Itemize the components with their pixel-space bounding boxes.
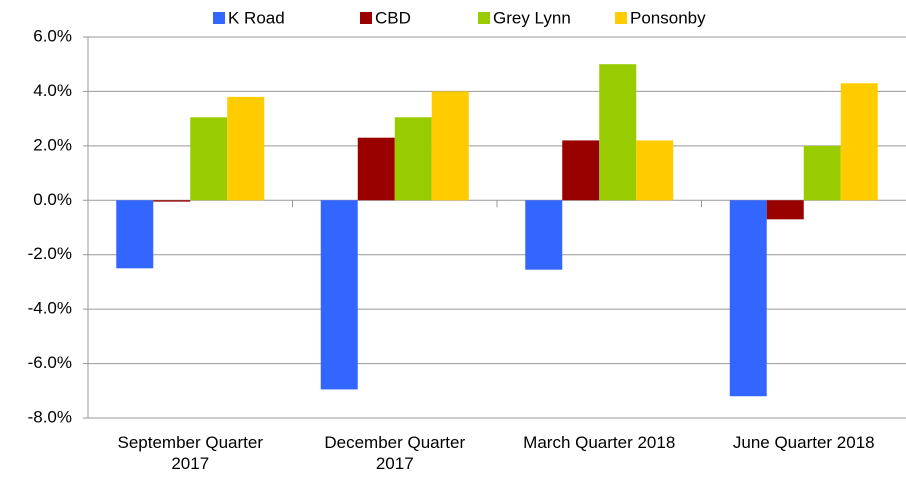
y-tick-label: -6.0% (28, 353, 72, 372)
bar (227, 96, 265, 201)
bar (320, 200, 358, 390)
bar (357, 137, 395, 201)
bar (729, 200, 767, 397)
legend-label: CBD (375, 8, 411, 27)
bar (116, 200, 154, 269)
legend-label: Grey Lynn (493, 8, 571, 27)
y-tick-label: 4.0% (33, 81, 72, 100)
x-tick-label: March Quarter 2018 (523, 433, 676, 452)
bar (190, 117, 228, 201)
legend-swatch (478, 12, 490, 24)
legend-swatch (360, 12, 372, 24)
bar (153, 200, 191, 202)
x-tick-label: September Quarter 2017 (117, 433, 263, 473)
y-tick-label: 2.0% (33, 135, 72, 154)
bar (803, 145, 841, 201)
legend-swatch (615, 12, 627, 24)
bar (394, 117, 432, 201)
bar (525, 200, 563, 270)
bar (599, 64, 637, 201)
y-tick-label: -8.0% (28, 407, 72, 426)
y-tick-label: 6.0% (33, 26, 72, 45)
x-tick-label: June Quarter 2018 (732, 433, 875, 452)
bar (431, 91, 469, 201)
legend-swatch (213, 12, 225, 24)
y-tick-label: -4.0% (28, 299, 72, 318)
x-tick-label: December Quarter 2017 (324, 433, 466, 473)
bar (562, 140, 600, 201)
bar (766, 200, 804, 220)
y-tick-label: 0.0% (33, 190, 72, 209)
legend-label: Ponsonby (630, 8, 706, 27)
bar (636, 140, 674, 201)
y-tick-label: -2.0% (28, 244, 72, 263)
legend-label: K Road (228, 8, 285, 27)
bar (840, 83, 878, 201)
